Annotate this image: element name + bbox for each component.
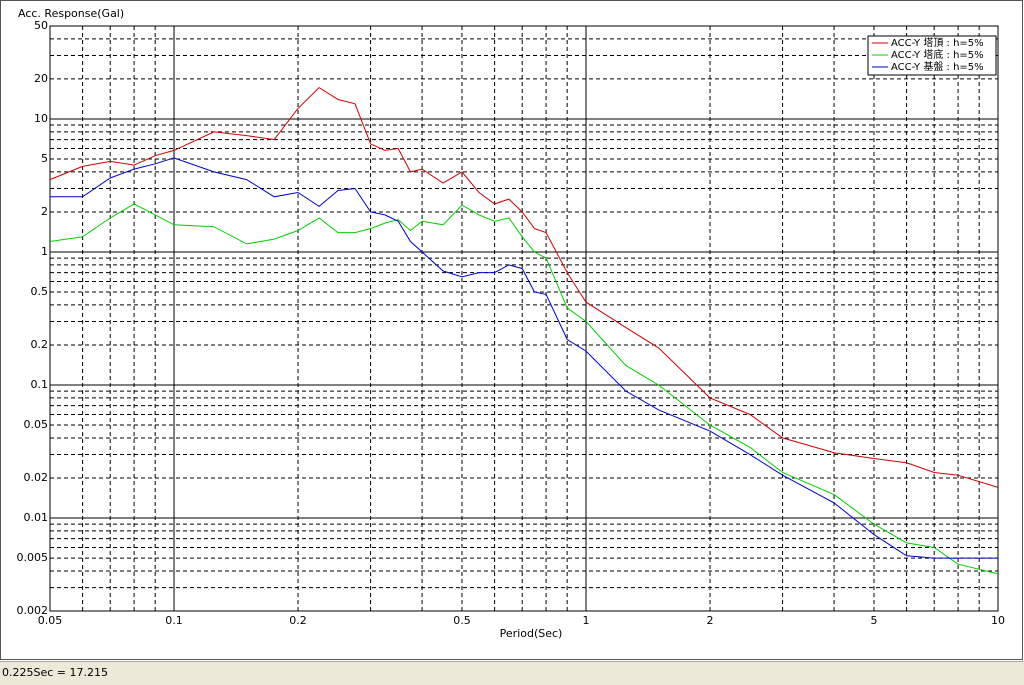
x-tick-label: 1 (583, 614, 590, 627)
x-tick-label: 2 (707, 614, 714, 627)
y-tick-label: 10 (34, 112, 48, 125)
y-tick-label: 0.1 (31, 378, 49, 391)
x-tick-label: 10 (991, 614, 1005, 627)
y-tick-label: 0.02 (24, 471, 49, 484)
x-tick-label: 0.1 (165, 614, 183, 627)
legend-label: ACC-Y 塔底 : h=5% (891, 48, 984, 61)
legend-box (867, 35, 997, 76)
window-frame (0, 0, 1023, 660)
x-tick-label: 0.5 (453, 614, 471, 627)
y-tick-label: 1 (41, 245, 48, 258)
x-axis-label: Period(Sec) (500, 627, 563, 640)
y-tick-label: 5 (41, 152, 48, 165)
y-tick-label: 0.05 (24, 418, 49, 431)
y-tick-label: 0.2 (31, 338, 49, 351)
x-tick-label: 0.2 (289, 614, 307, 627)
chart-title: Acc. Response(Gal) (18, 7, 124, 20)
legend-label: ACC-Y 基盤 : h=5% (891, 60, 984, 73)
y-tick-label: 20 (34, 72, 48, 85)
y-tick-label: 0.01 (24, 511, 49, 524)
y-tick-label: 0.5 (31, 285, 49, 298)
chart: Acc. Response(Gal) Period(Sec) 50 20 10 5 2 1… (0, 0, 1024, 661)
legend-label: ACC-Y 塔頂 : h=5% (891, 36, 984, 49)
y-tick-label: 50 (34, 19, 48, 32)
status-bar: 0.225Sec = 17.215 (0, 661, 1024, 685)
y-tick-label: 0.005 (17, 551, 49, 564)
y-tick-label: 0.002 (17, 604, 49, 617)
series-line (49, 86, 999, 488)
x-tick-label: 5 (870, 614, 877, 627)
y-tick-label: 2 (41, 205, 48, 218)
x-tick-label: 0.05 (38, 614, 63, 627)
plot-frame (49, 25, 999, 612)
legend: ACC-Y 塔頂 : h=5%ACC-Y 塔底 : h=5%ACC-Y 基盤 :… (867, 35, 997, 76)
series-line (50, 157, 998, 559)
series-line (49, 203, 999, 575)
